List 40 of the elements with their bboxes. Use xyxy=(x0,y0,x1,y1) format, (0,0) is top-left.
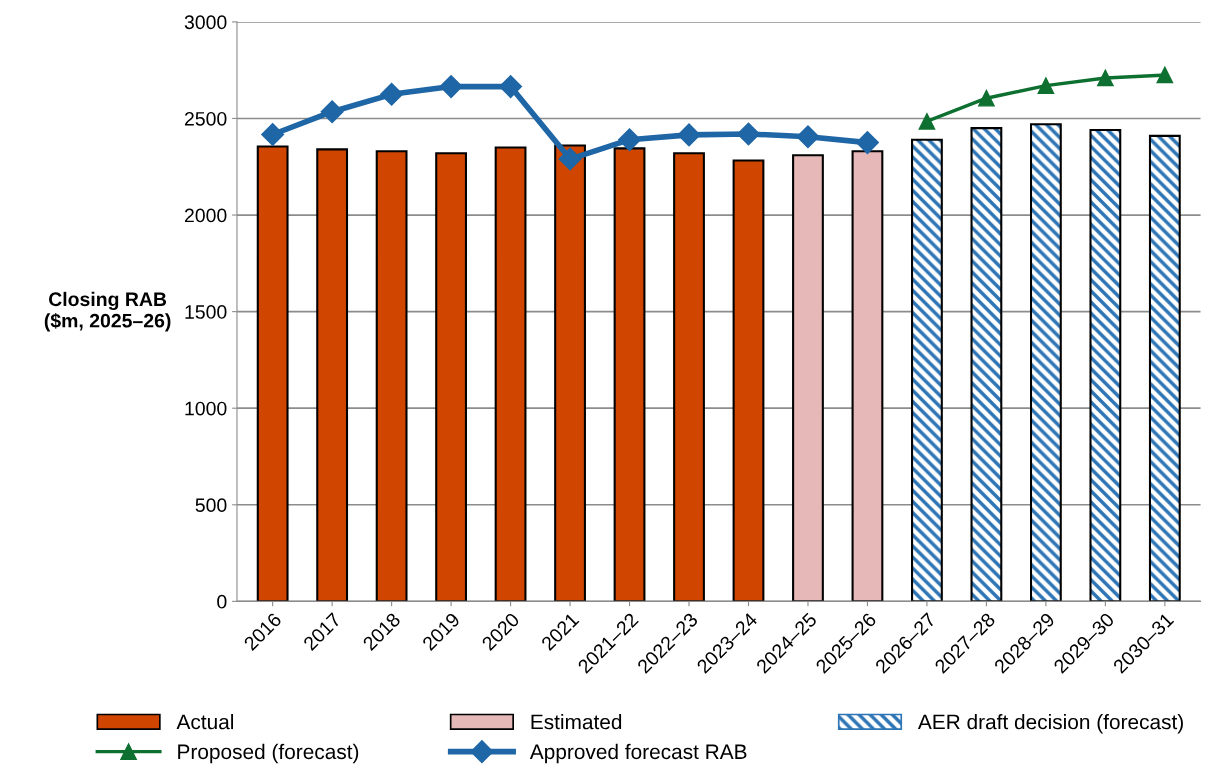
y-tick-label: 500 xyxy=(195,498,227,513)
bar xyxy=(316,148,349,602)
point xyxy=(261,123,285,147)
legend-label: Actual xyxy=(176,713,234,730)
point xyxy=(618,128,642,152)
point xyxy=(1097,69,1114,87)
point xyxy=(558,147,582,171)
point xyxy=(439,75,463,99)
y-tick-label: 2500 xyxy=(184,111,227,126)
legend-label: Estimated xyxy=(531,713,622,730)
point xyxy=(499,75,523,99)
y-tick-label: 0 xyxy=(217,594,227,609)
bar xyxy=(494,146,527,602)
bar xyxy=(732,159,765,602)
bar xyxy=(435,152,467,602)
bar xyxy=(256,145,289,602)
bar xyxy=(554,144,586,602)
bar xyxy=(851,150,884,602)
point xyxy=(677,123,701,147)
y-tick-label: 1500 xyxy=(185,305,227,319)
y-tick-label: 1000 xyxy=(185,401,227,416)
legend-label: AER draft decision (forecast) xyxy=(917,713,1183,734)
y-tick-label: 3000 xyxy=(184,15,227,30)
legend-label: Approved forecast RAB xyxy=(529,743,747,764)
bar xyxy=(792,154,824,602)
point xyxy=(1156,66,1174,84)
point xyxy=(918,113,936,130)
bar xyxy=(673,152,705,602)
point xyxy=(380,82,404,106)
point xyxy=(978,89,995,107)
bar xyxy=(375,150,408,602)
y-axis-title: Closing RAB ($m, 2025–26) xyxy=(44,291,171,332)
legend-label: Proposed (forecast) xyxy=(178,743,359,764)
y-tick-label: 2000 xyxy=(184,208,227,223)
point xyxy=(736,122,760,146)
point xyxy=(1037,77,1055,94)
point xyxy=(320,100,344,124)
point xyxy=(855,131,879,155)
bar xyxy=(613,147,646,602)
point xyxy=(796,125,820,149)
